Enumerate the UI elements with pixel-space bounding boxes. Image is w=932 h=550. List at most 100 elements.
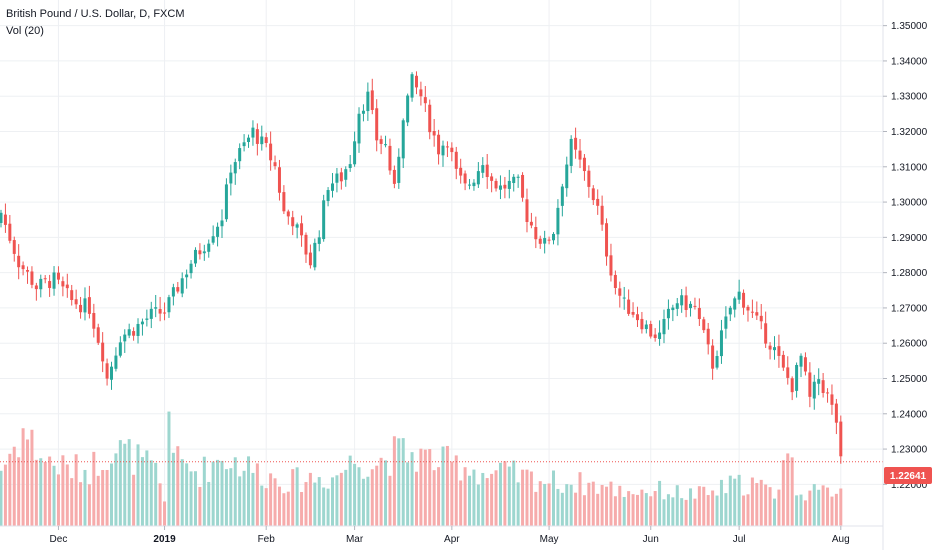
candle-body [719,330,723,357]
candle-body [149,308,153,319]
volume-bar [711,490,715,526]
candle-body [269,143,273,161]
volume-bar [180,459,184,526]
candle-body [295,224,299,228]
volume-bar [485,478,489,526]
volume-bar [216,459,220,526]
volume-bar [684,499,688,526]
candle-body [662,318,666,335]
last-price-tag: 1.22641 [884,467,932,484]
y-tick-label: 1.22000 [891,480,928,491]
volume-bar [733,478,737,526]
candle-body [357,113,361,144]
candle-body [750,311,754,313]
volume-bar [397,438,401,526]
candle-body [317,237,321,244]
time-axis[interactable]: Dec 2019 Feb Mar Apr May Jun Jul Aug [0,525,883,545]
volume-bar [790,457,794,526]
volume-bar [494,470,498,526]
volume-bar [534,491,538,526]
y-tick-label: 1.35000 [891,21,928,32]
candle-body [185,274,189,278]
y-tick-label: 1.33000 [891,92,928,103]
volume-bar [613,496,617,526]
volume-indicator-label[interactable]: Vol (20) [6,25,44,37]
volume-bar [808,490,812,526]
candle-body [737,291,741,300]
candle-body [26,270,30,272]
candle-body [759,315,763,322]
volume-bar [224,469,228,526]
volume-bar [556,488,560,526]
volume-bar [379,457,383,526]
candle-body [472,182,476,187]
volume-bar [552,470,555,526]
candle-body [786,367,790,378]
volume-bar [538,481,542,526]
volume-bar [569,484,573,526]
candle-body [260,136,264,145]
volume-bar [428,449,432,526]
candle-body [799,355,803,367]
candle-body [764,323,768,344]
x-tick-label: Aug [832,534,850,545]
volume-bar [419,448,423,526]
y-tick-label: 1.27000 [891,303,928,314]
candle-body [242,142,246,147]
volume-bar [348,455,352,526]
volume-bar [697,486,701,526]
volume-bar [666,494,670,526]
candle-body [808,372,812,397]
volume-bar [211,461,215,526]
volume-bar [277,486,281,526]
symbol-title[interactable]: British Pound / U.S. Dollar, D, FXCM [6,8,185,20]
volume-bar [185,463,189,526]
volume-bar [26,439,30,526]
candle-body [39,278,43,290]
candle-body [392,169,396,184]
volume-bar [640,489,644,526]
candle-body [384,144,388,146]
chart-legend[interactable]: British Pound / U.S. Dollar, D, FXCM Vol… [6,6,185,40]
candle-body [207,243,211,252]
candle-body [795,364,799,391]
volume-bar [565,484,569,526]
candle-body [494,180,498,189]
volume-bar [441,446,445,526]
volume-bar [158,483,162,526]
candle-body [666,308,670,319]
volume-bar [459,480,463,526]
candle-body [450,147,454,153]
volume-bar [339,472,343,526]
candle-body [247,137,251,143]
volume-bar [56,474,60,526]
volume-bar [693,498,697,526]
candle-body [264,137,268,143]
candle-body [507,180,511,189]
candle-body [454,151,458,169]
volume-bar [269,473,273,526]
volume-bar [826,487,830,526]
price-axis[interactable]: 1.35000 1.34000 1.33000 1.32000 1.31000 1.300… [882,0,928,550]
volume-bar [750,477,754,526]
candle-body [92,313,96,329]
volume-bar [79,482,83,526]
volume-bar [830,496,834,526]
volume-bar [83,469,87,526]
candle-body [671,307,675,311]
candle-body [680,295,684,306]
volume-bar [3,464,7,526]
volume-bar [649,496,653,526]
volume-bar [463,467,467,526]
volume-bar [331,477,334,526]
candle-body [56,272,60,280]
volume-bar [353,463,357,526]
candle-body [375,108,379,141]
candle-body [622,297,626,299]
volume-bar [728,475,732,526]
candle-body [578,150,582,160]
candle-body [61,281,65,287]
candle-body [560,186,564,206]
